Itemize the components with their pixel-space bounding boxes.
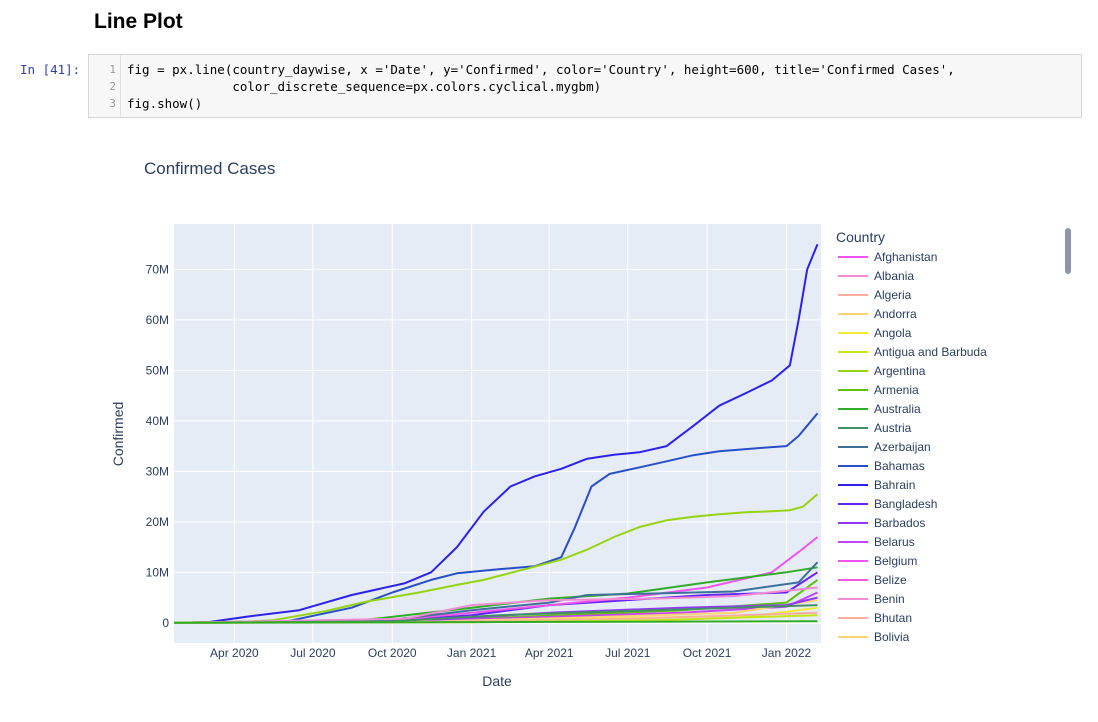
y-tick-label: 20M xyxy=(146,515,169,529)
legend-scrollbar[interactable] xyxy=(1065,228,1071,274)
legend-label: Albania xyxy=(874,269,914,283)
legend-label: Bangladesh xyxy=(874,497,937,511)
legend-item[interactable]: Austria xyxy=(838,421,912,435)
y-axis-label: Confirmed xyxy=(110,402,126,467)
legend-label: Belarus xyxy=(874,535,915,549)
x-tick-label: Apr 2020 xyxy=(210,646,259,660)
x-axis-ticks: Apr 2020 Jul 2020 Oct 2020 Jan 2021 Apr 2021… xyxy=(210,646,811,660)
legend-label: Afghanistan xyxy=(874,250,937,264)
legend-label: Bolivia xyxy=(874,630,910,644)
legend-label: Argentina xyxy=(874,364,926,378)
legend-label: Algeria xyxy=(874,288,912,302)
legend-item[interactable]: Antigua and Barbuda xyxy=(838,345,987,359)
code-line-2[interactable]: color_discrete_sequence=px.colors.cyclic… xyxy=(127,79,602,94)
line-number-gutter: 1 2 3 xyxy=(89,55,121,117)
series-line[interactable] xyxy=(173,566,818,624)
code-line-1[interactable]: fig = px.line(country_daywise, x ='Date'… xyxy=(127,62,955,77)
legend-item[interactable]: Andorra xyxy=(838,307,917,321)
series-line[interactable] xyxy=(173,243,819,624)
x-tick-label: Jul 2020 xyxy=(290,646,336,660)
legend-label: Benin xyxy=(874,592,905,606)
legend-title: Country xyxy=(836,229,885,245)
legend-item[interactable]: Algeria xyxy=(838,288,912,302)
line-number: 1 xyxy=(109,63,116,76)
x-tick-label: Oct 2021 xyxy=(683,646,732,660)
legend-label: Barbados xyxy=(874,516,925,530)
legend-item[interactable]: Bangladesh xyxy=(838,497,937,511)
code-cell[interactable]: 1 2 3 fig = px.line(country_daywise, x =… xyxy=(88,54,1082,118)
series-line[interactable] xyxy=(173,536,819,624)
y-tick-label: 50M xyxy=(146,363,169,377)
legend-item[interactable]: Azerbaijan xyxy=(838,440,931,454)
x-axis-label: Date xyxy=(482,673,512,689)
legend-item[interactable]: Benin xyxy=(838,592,905,606)
x-tick-label: Apr 2021 xyxy=(525,646,574,660)
section-heading: Line Plot xyxy=(94,10,183,33)
y-tick-label: 70M xyxy=(146,262,169,276)
legend-label: Bahrain xyxy=(874,478,915,492)
legend-label: Bahamas xyxy=(874,459,925,473)
y-tick-label: 10M xyxy=(146,565,169,579)
legend-label: Antigua and Barbuda xyxy=(874,345,987,359)
code-line-3[interactable]: fig.show() xyxy=(127,96,203,111)
legend-item[interactable]: Argentina xyxy=(838,364,926,378)
legend-item[interactable]: Angola xyxy=(838,326,912,340)
legend-label: Bhutan xyxy=(874,611,912,625)
legend-label: Angola xyxy=(874,326,912,340)
legend-item[interactable]: Armenia xyxy=(838,383,919,397)
legend-item[interactable]: Australia xyxy=(838,402,921,416)
x-tick-label: Jan 2021 xyxy=(447,646,497,660)
chart-title: Confirmed Cases xyxy=(144,159,275,178)
legend-item[interactable]: Barbados xyxy=(838,516,925,530)
legend-item[interactable]: Afghanistan xyxy=(838,250,937,264)
y-tick-label: 30M xyxy=(146,464,169,478)
line-number: 2 xyxy=(109,80,116,93)
legend-item[interactable]: Belgium xyxy=(838,554,917,568)
x-tick-label: Jan 2022 xyxy=(762,646,812,660)
legend-label: Armenia xyxy=(874,383,919,397)
y-tick-label: 60M xyxy=(146,313,169,327)
legend-item[interactable]: Belize xyxy=(838,573,907,587)
legend-item[interactable]: Bahamas xyxy=(838,459,925,473)
y-tick-label: 0 xyxy=(162,616,169,630)
legend[interactable]: Afghanistan Albania Algeria Andorra Angola An… xyxy=(838,250,987,644)
series-line[interactable] xyxy=(173,586,818,624)
series-line[interactable] xyxy=(174,493,819,624)
x-tick-label: Jul 2021 xyxy=(605,646,651,660)
legend-item[interactable]: Bahrain xyxy=(838,478,915,492)
y-axis-ticks: 0 10M 20M 30M 40M 50M 60M 70M xyxy=(146,262,170,629)
series-line[interactable] xyxy=(173,620,818,624)
plot-area[interactable] xyxy=(174,224,821,643)
line-number: 3 xyxy=(109,97,116,110)
series-lines xyxy=(173,243,819,624)
legend-label: Belgium xyxy=(874,554,917,568)
x-tick-label: Oct 2020 xyxy=(368,646,417,660)
legend-item[interactable]: Bolivia xyxy=(838,630,910,644)
legend-item[interactable]: Belarus xyxy=(838,535,915,549)
y-tick-label: 40M xyxy=(146,414,169,428)
legend-label: Andorra xyxy=(874,307,917,321)
legend-label: Austria xyxy=(874,421,912,435)
cell-prompt: In [41]: xyxy=(20,62,81,77)
legend-label: Belize xyxy=(874,573,907,587)
legend-label: Australia xyxy=(874,402,921,416)
legend-item[interactable]: Albania xyxy=(838,269,914,283)
legend-item[interactable]: Bhutan xyxy=(838,611,912,625)
legend-label: Azerbaijan xyxy=(874,440,931,454)
